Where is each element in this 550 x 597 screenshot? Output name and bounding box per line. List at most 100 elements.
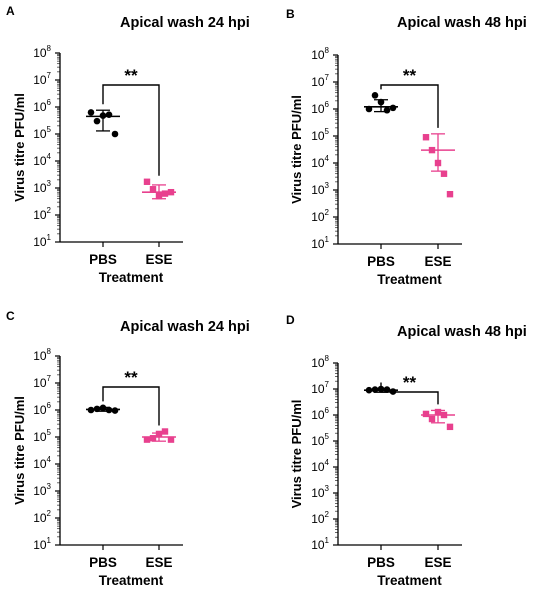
significance-label: **	[124, 368, 138, 387]
y-tick-base: 10	[311, 512, 325, 526]
data-point-ese	[446, 423, 454, 431]
data-point-ese	[143, 436, 151, 443]
y-tick-label: 102	[311, 510, 329, 526]
panel-letter: C	[6, 309, 15, 323]
data-point-ese	[446, 190, 454, 198]
y-tick-exponent: 8	[47, 44, 52, 53]
y-tick-base: 10	[33, 376, 47, 390]
significance-bracket	[102, 84, 160, 176]
y-tick-label: 108	[33, 44, 51, 60]
y-tick-base: 10	[33, 100, 47, 114]
y-tick-base: 10	[33, 154, 47, 168]
y-tick-exponent: 7	[47, 374, 52, 383]
y-tick-exponent: 5	[47, 125, 52, 134]
chart-title: Apical wash 24 hpi	[120, 319, 250, 335]
data-point-pbs	[99, 112, 107, 119]
data-point-pbs	[365, 386, 373, 394]
x-tick-label-pbs: PBS	[89, 555, 117, 570]
x-axis-label: Treatment	[99, 573, 164, 588]
data-point-ese	[434, 159, 442, 167]
data-point-pbs	[365, 105, 373, 113]
y-tick-exponent: 6	[325, 100, 330, 109]
y-tick-label: 107	[33, 71, 51, 87]
data-point-ese	[428, 146, 436, 154]
data-point-pbs	[383, 386, 391, 393]
y-tick-exponent: 8	[47, 347, 52, 356]
y-tick-base: 10	[33, 457, 47, 471]
data-point-pbs	[383, 106, 391, 114]
y-tick-label: 107	[311, 380, 329, 396]
chart-title: Apical wash 48 hpi	[397, 324, 527, 340]
data-point-pbs	[87, 406, 95, 414]
significance-label: **	[403, 66, 417, 85]
data-point-ese	[155, 430, 163, 438]
data-point-pbs	[389, 104, 397, 112]
data-point-pbs	[87, 109, 95, 116]
y-axis-label: Virus titre PFU/ml	[289, 95, 304, 204]
data-point-ese	[167, 188, 175, 196]
data-point-ese	[428, 415, 436, 423]
y-tick-label: 107	[33, 374, 51, 390]
y-tick-base: 10	[33, 46, 47, 60]
y-tick-base: 10	[33, 208, 47, 222]
y-tick-label: 102	[33, 206, 51, 222]
y-tick-base: 10	[33, 235, 47, 249]
y-tick-exponent: 1	[47, 536, 52, 545]
y-tick-label: 105	[311, 432, 329, 448]
y-tick-base: 10	[311, 102, 325, 116]
y-tick-exponent: 2	[47, 206, 52, 215]
data-point-ese	[149, 186, 157, 193]
data-point-pbs	[111, 407, 119, 414]
data-point-ese	[161, 428, 169, 435]
y-tick-exponent: 3	[47, 482, 52, 491]
y-tick-base: 10	[311, 356, 325, 370]
x-axis-label: Treatment	[377, 573, 442, 588]
y-tick-base: 10	[311, 434, 325, 448]
data-point-ese	[143, 178, 151, 185]
data-point-pbs	[93, 117, 101, 125]
y-tick-exponent: 8	[325, 46, 330, 55]
data-point-pbs	[105, 406, 113, 414]
y-tick-base: 10	[33, 73, 47, 87]
y-tick-exponent: 7	[325, 73, 330, 82]
y-tick-exponent: 1	[47, 233, 52, 242]
chart-title: Apical wash 48 hpi	[397, 15, 527, 31]
x-axis-label: Treatment	[377, 272, 442, 287]
y-tick-label: 107	[311, 73, 329, 89]
panel-letter: A	[6, 4, 15, 18]
y-tick-exponent: 4	[47, 455, 52, 464]
y-tick-label: 102	[311, 208, 329, 224]
data-point-ese	[422, 134, 430, 141]
y-tick-exponent: 6	[325, 406, 330, 415]
significance-bracket	[102, 386, 160, 426]
y-tick-exponent: 7	[47, 71, 52, 80]
y-tick-label: 106	[311, 406, 329, 422]
x-tick-label-ese: ESE	[145, 555, 172, 570]
y-tick-base: 10	[33, 484, 47, 498]
panel-b: B Apical wash 48 hpi Virus titre PFU/ml 10 1…	[286, 7, 527, 287]
data-point-ese	[440, 411, 448, 419]
data-point-ese	[167, 436, 175, 443]
y-tick-label: 108	[311, 46, 329, 62]
panel-letter: B	[286, 7, 295, 21]
y-tick-label: 101	[311, 536, 329, 552]
x-tick-label-pbs: PBS	[367, 555, 395, 570]
data-point-ese	[155, 192, 163, 200]
y-tick-base: 10	[311, 382, 325, 396]
y-tick-label: 103	[311, 484, 329, 500]
y-tick-exponent: 3	[325, 181, 330, 190]
y-tick-exponent: 5	[325, 127, 330, 136]
y-tick-base: 10	[311, 129, 325, 143]
y-tick-exponent: 4	[325, 154, 330, 163]
y-tick-base: 10	[311, 486, 325, 500]
data-point-pbs	[105, 111, 113, 118]
y-tick-base: 10	[33, 403, 47, 417]
significance-label: **	[124, 66, 138, 85]
y-axis-label: Virus titre PFU/ml	[289, 400, 304, 509]
data-point-pbs	[93, 405, 101, 413]
data-point-pbs	[371, 386, 379, 393]
y-tick-label: 108	[311, 354, 329, 370]
y-tick-label: 104	[33, 455, 51, 471]
